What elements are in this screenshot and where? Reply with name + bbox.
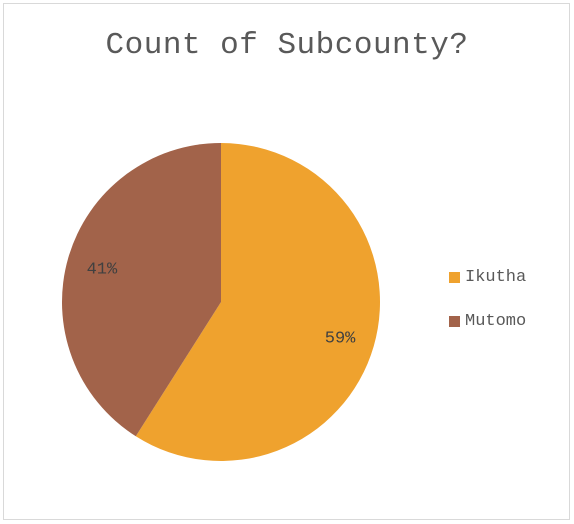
chart-legend: Ikutha Mutomo [449,266,526,354]
data-label-mutomo: 41% [87,260,118,279]
legend-swatch-ikutha [449,271,460,283]
pie-slice-ikutha [135,143,381,462]
legend-label-ikutha: Ikutha [465,267,527,287]
legend-label-mutomo: Mutomo [465,311,527,331]
data-label-ikutha: 59% [325,330,356,349]
chart-title: Count of Subcounty? [105,28,469,63]
legend-swatch-mutomo [449,315,460,327]
legend-item-ikutha: Ikutha [449,266,526,288]
legend-item-mutomo: Mutomo [449,310,526,332]
pie-slice-mutomo [62,143,221,437]
